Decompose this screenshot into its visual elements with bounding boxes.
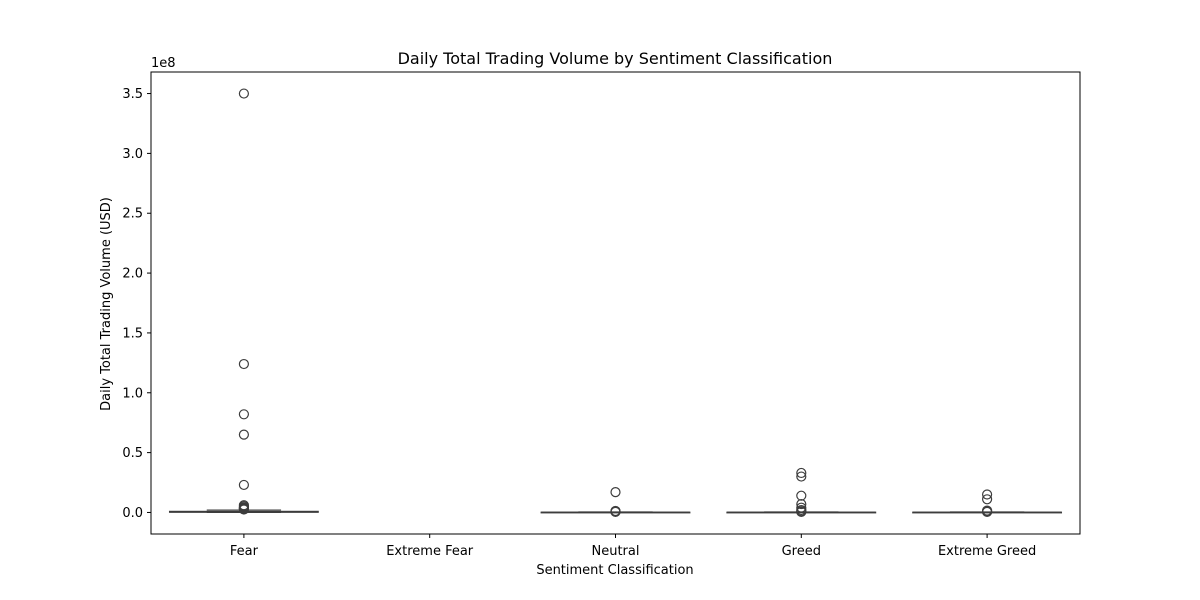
y-tick-label: 0.5 bbox=[122, 446, 143, 461]
y-axis-ticks: 0.0 0.5 1.0 1.5 2.0 2.5 3.0 3.5 bbox=[122, 87, 151, 521]
box-group-neutral bbox=[540, 487, 691, 517]
outlier-point bbox=[238, 504, 249, 515]
outlier-point bbox=[610, 487, 621, 498]
y-tick-label: 2.5 bbox=[122, 207, 143, 222]
outlier-point bbox=[796, 498, 807, 510]
outlier-point bbox=[238, 479, 249, 491]
outlier-point bbox=[238, 429, 249, 440]
outlier-point bbox=[796, 471, 807, 482]
axes-frame bbox=[150, 71, 1081, 535]
y-tick-label: 3.0 bbox=[122, 147, 143, 162]
y-tick-label: 1.5 bbox=[122, 326, 143, 341]
outlier-point bbox=[610, 506, 621, 517]
x-tick-label: Greed bbox=[782, 544, 821, 559]
outlier-point bbox=[796, 467, 807, 479]
chart-title: Daily Total Trading Volume by Sentiment … bbox=[398, 49, 833, 68]
outlier-point bbox=[238, 409, 249, 420]
x-axis-ticks: Fear Extreme Fear Neutral Greed Extreme Gree… bbox=[230, 534, 1036, 559]
outlier-point bbox=[796, 506, 807, 517]
x-tick-label: Extreme Fear bbox=[386, 544, 474, 559]
x-tick-label: Neutral bbox=[592, 544, 640, 559]
box-group-greed bbox=[726, 467, 877, 517]
y-axis-offset-label: 1e8 bbox=[151, 56, 176, 71]
y-tick-label: 1.0 bbox=[122, 386, 143, 401]
y-tick-label: 2.0 bbox=[122, 267, 143, 282]
x-tick-label: Extreme Greed bbox=[938, 544, 1036, 559]
x-tick-label: Fear bbox=[230, 544, 259, 559]
outlier-point bbox=[238, 88, 249, 99]
x-axis-label: Sentiment Classification bbox=[536, 563, 693, 578]
box-group-extreme-greed bbox=[912, 489, 1063, 517]
y-axis-label: Daily Total Trading Volume (USD) bbox=[99, 197, 114, 411]
outlier-point bbox=[981, 489, 993, 500]
box-group-fear bbox=[168, 88, 319, 515]
outlier-point bbox=[238, 358, 249, 370]
outlier-point bbox=[796, 490, 807, 501]
outlier-point bbox=[981, 506, 993, 517]
y-tick-label: 0.0 bbox=[122, 506, 143, 521]
plot-area bbox=[168, 88, 1063, 517]
outlier-point bbox=[981, 494, 993, 505]
y-tick-label: 3.5 bbox=[122, 87, 143, 102]
